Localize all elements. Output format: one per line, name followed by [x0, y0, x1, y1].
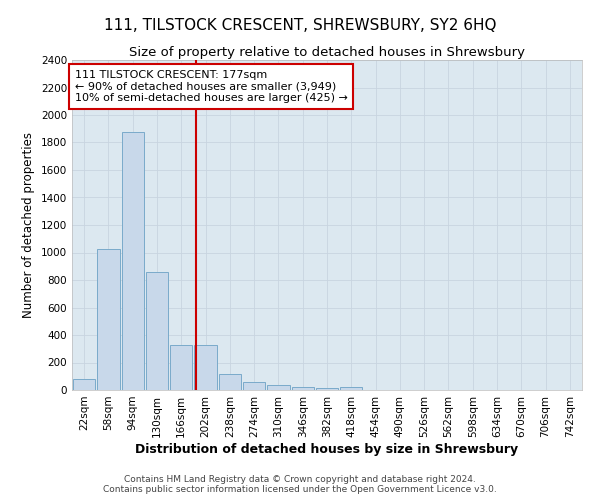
Text: Contains HM Land Registry data © Crown copyright and database right 2024.
Contai: Contains HM Land Registry data © Crown c…: [103, 474, 497, 494]
Bar: [292, 386, 314, 390]
Y-axis label: Number of detached properties: Number of detached properties: [22, 132, 35, 318]
Bar: [243, 382, 265, 390]
Bar: [267, 384, 290, 390]
Text: 111 TILSTOCK CRESCENT: 177sqm
← 90% of detached houses are smaller (3,949)
10% o: 111 TILSTOCK CRESCENT: 177sqm ← 90% of d…: [74, 70, 347, 103]
Bar: [316, 388, 338, 390]
Bar: [97, 249, 119, 390]
Bar: [218, 374, 241, 390]
Title: Size of property relative to detached houses in Shrewsbury: Size of property relative to detached ho…: [129, 46, 525, 59]
Bar: [122, 132, 144, 390]
Bar: [170, 346, 193, 390]
Bar: [146, 272, 168, 390]
Bar: [194, 346, 217, 390]
Bar: [340, 386, 362, 390]
Text: 111, TILSTOCK CRESCENT, SHREWSBURY, SY2 6HQ: 111, TILSTOCK CRESCENT, SHREWSBURY, SY2 …: [104, 18, 496, 32]
X-axis label: Distribution of detached houses by size in Shrewsbury: Distribution of detached houses by size …: [136, 442, 518, 456]
Bar: [73, 379, 95, 390]
